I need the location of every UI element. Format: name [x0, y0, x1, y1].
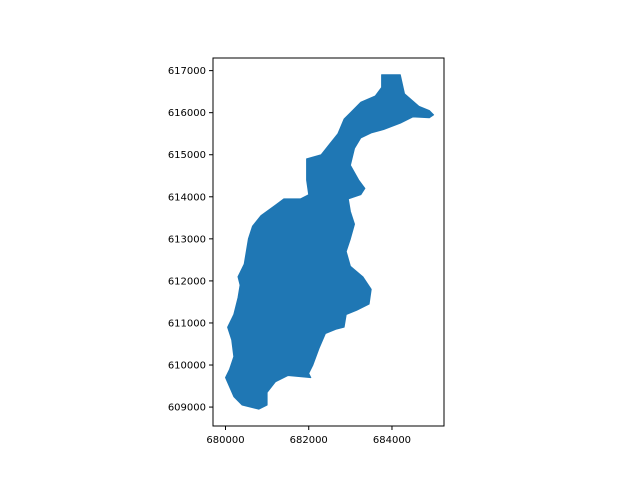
- y-tick-label: 615000: [168, 150, 206, 161]
- axes-frame: [212, 57, 445, 427]
- y-tick-label: 613000: [168, 234, 206, 245]
- y-tick-label: 614000: [168, 192, 206, 203]
- y-tick-label: 617000: [168, 66, 206, 77]
- x-tick-label: 684000: [373, 435, 411, 446]
- y-tick-label: 610000: [168, 361, 206, 372]
- y-tick-label: 611000: [168, 318, 206, 329]
- y-tick-label: 612000: [168, 276, 206, 287]
- y-tick-label: 609000: [168, 403, 206, 414]
- region-layer: [225, 74, 435, 410]
- y-tick-label: 616000: [168, 108, 206, 119]
- land-region-polygon: [225, 74, 435, 410]
- y-axis: 609000 610000 611000 612000 613000 614000 6150…: [168, 66, 213, 414]
- x-tick-label: 682000: [290, 435, 328, 446]
- x-tick-label: 680000: [206, 435, 244, 446]
- x-axis: 680000 682000 684000: [206, 426, 411, 446]
